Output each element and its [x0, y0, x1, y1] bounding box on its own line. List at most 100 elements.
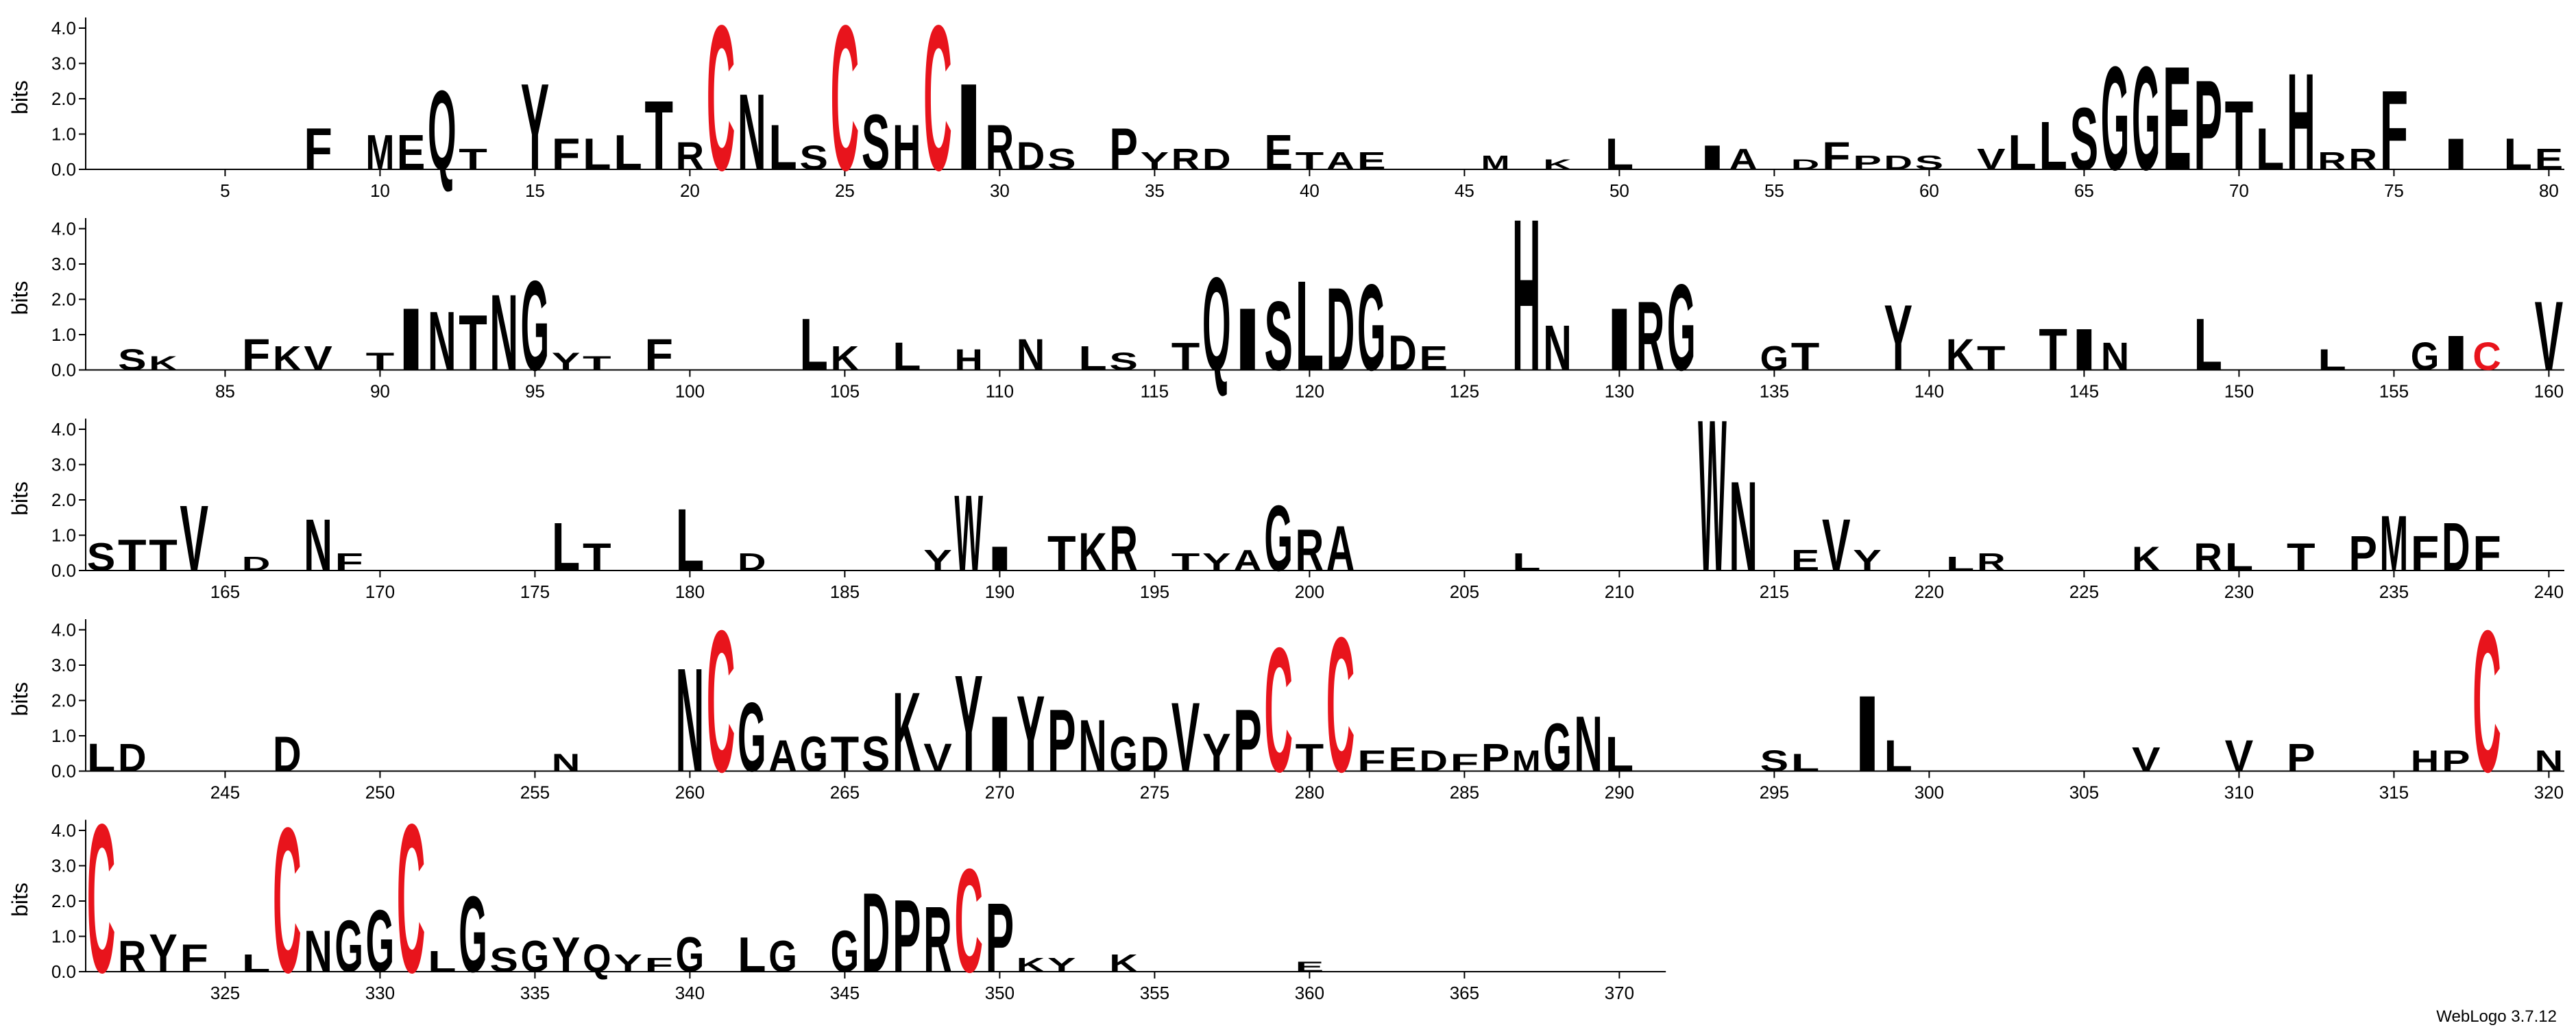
residue-letter: R [2318, 147, 2346, 174]
residue-stack: I [1853, 673, 1882, 795]
residue-letter: I [2070, 316, 2099, 383]
residue-stack: T [2225, 81, 2254, 191]
residue-letter: T [1977, 339, 2006, 378]
residue-stack: G [335, 906, 363, 988]
x-tick-label: 255 [520, 782, 550, 803]
residue-stack: D [1419, 745, 1448, 778]
residue-stack: Y [1047, 954, 1076, 976]
residue-letter: K [1543, 156, 1572, 173]
residue-letter: I [2442, 326, 2470, 381]
residue-stack: V [1977, 143, 2006, 176]
y-axis-label: bits [8, 80, 32, 115]
residue-letter: L [2318, 344, 2346, 376]
residue-stack: Y [149, 923, 178, 984]
residue-letter: G [768, 932, 797, 981]
residue-letter: G [2132, 36, 2161, 201]
residue-stack: N [1078, 705, 1107, 787]
residue-stack: I [2442, 130, 2470, 179]
x-tick-label: 220 [1915, 581, 1944, 602]
footer: WebLogo 3.7.12 [2436, 1007, 2557, 1026]
residue-stack: P [2442, 745, 2470, 778]
residue-letter: H [2287, 45, 2316, 199]
residue-stack: R [1296, 516, 1324, 583]
residue-letter: C [87, 780, 116, 1017]
residue-stack: Q [1202, 249, 1231, 398]
residue-letter: F [180, 937, 208, 981]
y-axis-label: bits [8, 281, 32, 315]
residue-letter: L [242, 949, 271, 976]
residue-letter: L [1791, 749, 1820, 776]
residue-stack: D [862, 869, 890, 996]
residue-stack: S [489, 940, 518, 979]
y-tick-label: 0.0 [51, 761, 76, 782]
residue-stack: N [2101, 335, 2130, 379]
residue-letter: Y [1047, 954, 1076, 976]
residue-stack: N [1729, 454, 1758, 598]
residue-stack: G [831, 917, 860, 984]
residue-stack: R [1636, 282, 1665, 392]
residue-letter: K [1078, 522, 1107, 583]
residue-stack: T [1977, 339, 2006, 378]
residue-letter: P [2442, 745, 2470, 778]
residue-stack: H [2287, 45, 2316, 199]
residue-letter: P [1853, 152, 1882, 173]
residue-letter: T [644, 81, 673, 191]
residue-letter: L [428, 945, 457, 978]
residue-stack: K [2132, 539, 2161, 578]
y-tick-label: 0.0 [51, 961, 76, 982]
residue-stack: F [2411, 527, 2440, 581]
residue-stack: F [644, 330, 673, 379]
residue-letter: R [676, 134, 705, 178]
x-tick-label: 150 [2224, 381, 2254, 402]
residue-stack: D [118, 736, 147, 780]
residue-letter: V [304, 339, 332, 378]
residue-letter: H [892, 111, 921, 183]
residue-letter: I [986, 699, 1014, 788]
x-tick-label: 170 [365, 581, 395, 602]
residue-stack: E [1357, 147, 1386, 174]
residue-letter: T [1171, 335, 1200, 379]
residue-letter: T [1296, 147, 1324, 174]
residue-letter: A [1326, 512, 1355, 584]
residue-letter: Y [923, 544, 952, 577]
y-tick-label: 1.0 [51, 725, 76, 746]
residue-stack: T [583, 536, 611, 579]
residue-stack: K [1078, 522, 1107, 583]
residue-stack: T [1296, 147, 1324, 174]
x-tick-label: 295 [1760, 782, 1789, 803]
residue-stack: Q [428, 67, 457, 193]
residue-letter: D [1017, 134, 1045, 178]
residue-letter: S [489, 940, 518, 979]
x-tick-label: 5 [220, 180, 230, 201]
y-tick-label: 3.0 [51, 254, 76, 274]
residue-stack: K [1946, 330, 1975, 379]
residue-stack: S [87, 536, 116, 579]
residue-stack: L [87, 736, 116, 780]
x-tick-label: 310 [2224, 782, 2254, 803]
residue-stack: L [242, 949, 271, 976]
y-tick-label: 3.0 [51, 655, 76, 675]
residue-letter: N [2101, 335, 2130, 379]
x-tick-label: 360 [1295, 983, 1324, 1003]
residue-letter: T [1296, 736, 1324, 780]
residue-letter: I [1605, 289, 1634, 389]
residue-letter: S [1109, 348, 1138, 375]
residue-letter: L [768, 111, 797, 183]
residue-stack: T [118, 531, 147, 580]
residue-letter: D [738, 548, 766, 575]
residue-letter: Y [521, 58, 550, 195]
residue-letter: Q [428, 67, 457, 193]
residue-stack: L [2318, 344, 2346, 376]
residue-stack: P [1481, 736, 1510, 780]
residue-stack: N [1543, 312, 1572, 384]
residue-stack: D [1017, 134, 1045, 178]
x-tick-label: 15 [525, 180, 545, 201]
y-tick-label: 2.0 [51, 691, 76, 711]
y-axis-label: bits [8, 883, 32, 917]
residue-stack: P [1233, 691, 1262, 791]
residue-letter: I [1853, 673, 1882, 795]
x-tick-label: 280 [1295, 782, 1324, 803]
residue-stack: D [1326, 263, 1355, 395]
residue-stack: L [768, 111, 797, 183]
residue-letter: S [1264, 282, 1293, 392]
